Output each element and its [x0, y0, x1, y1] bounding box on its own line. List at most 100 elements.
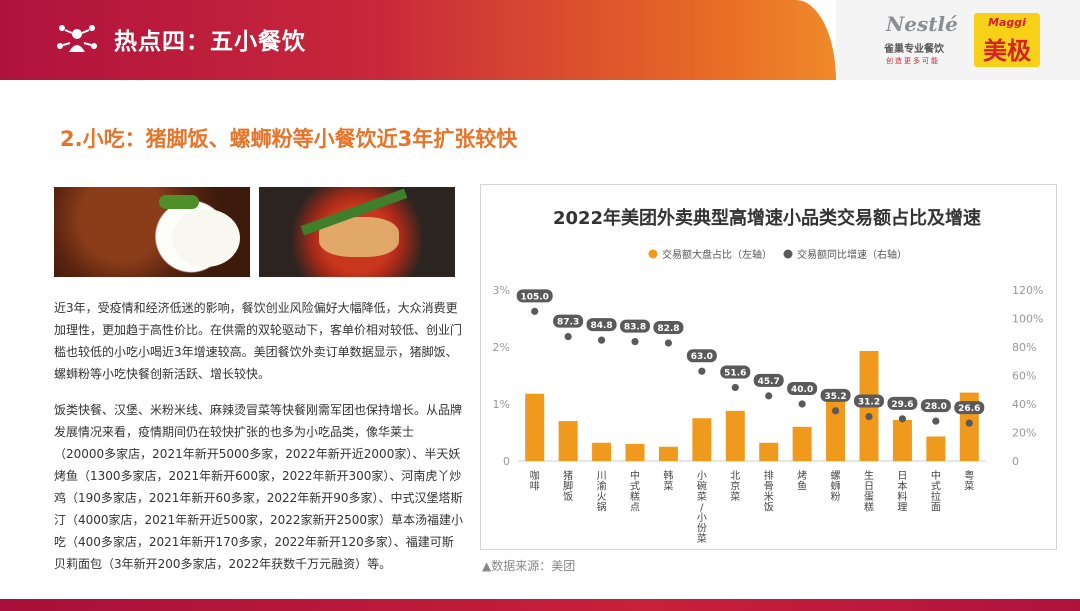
data-label: 31.2: [858, 398, 880, 408]
y-left-tick: 0: [503, 455, 510, 468]
y-right-tick: 60%: [1012, 370, 1036, 383]
x-tick-label: 排骨米饭: [764, 469, 774, 514]
y-right-tick: 80%: [1012, 341, 1036, 354]
maggi-logo-cn: 美极: [983, 37, 1031, 65]
y-right-tick: 0: [1012, 455, 1019, 468]
data-point: [531, 307, 539, 315]
footer-bar: [0, 599, 1080, 611]
data-point: [831, 407, 840, 415]
data-label-bg: [686, 349, 717, 363]
maggi-logo: Maggi 美极: [974, 13, 1040, 67]
bar: [926, 436, 946, 461]
data-point: [731, 383, 739, 392]
data-point: [664, 339, 673, 347]
data-label: 35.2: [824, 392, 846, 402]
nestle-logo-slogan: 创造更多可能: [886, 57, 940, 65]
legend-swatch-dot: [783, 249, 793, 259]
data-point: [631, 337, 639, 346]
bar: [826, 401, 846, 461]
data-label-bg: [787, 382, 818, 395]
y-right-tick: 120%: [1012, 284, 1043, 297]
y-right-tick: 100%: [1012, 313, 1043, 326]
page-title: 热点四：五小餐饮: [114, 29, 306, 55]
data-label-bg: [854, 394, 884, 408]
data-label: 40.0: [791, 385, 813, 395]
data-source: ▲数据来源：美团: [482, 559, 576, 573]
bar: [759, 442, 779, 461]
data-label-bg: [753, 373, 784, 387]
x-tick-label: 螺蛳粉: [831, 470, 841, 503]
bar: [892, 419, 912, 461]
y-left-tick: 1%: [493, 398, 510, 411]
maggi-logo-en: Maggi: [988, 16, 1026, 29]
section-subtitle: 2.小吃：猪脚饭、螺蛳粉等小餐饮近3年扩张较快: [60, 127, 518, 151]
body-paragraph-1: 近3年，受疫情和经济低迷的影响，餐饮创业风险偏好大幅降低，大众消费更加理性，更加…: [54, 301, 463, 381]
data-label: 87.3: [557, 318, 579, 328]
legend-label-dot: 交易额同比增速（右轴）: [797, 248, 907, 261]
x-tick-label: 咖啡: [530, 470, 540, 493]
data-label-bg: [920, 399, 951, 413]
data-point: [798, 400, 806, 408]
data-label-bg: [516, 289, 553, 303]
x-tick-label: 生日蛋糕: [864, 469, 874, 514]
data-label-bg: [553, 314, 584, 328]
snail-noodle-photo: [259, 187, 455, 277]
data-point: [965, 419, 973, 427]
body-paragraph-2: 饭类快餐、汉堡、米粉米线、麻辣烫冒菜等快餐刚需军团也保持增长。从品牌发展情况来看…: [54, 403, 464, 571]
network-people-icon: [57, 25, 97, 52]
x-tick-label: 日本料理: [897, 471, 907, 514]
chart-title: 2022年美团外卖典型高增速小品类交易额占比及增速: [553, 207, 981, 229]
data-label-bg: [720, 365, 751, 379]
y-right-tick: 40%: [1012, 398, 1036, 411]
x-tick-label: 中式拉面: [931, 469, 941, 514]
legend-label-bar: 交易额大盘占比（左轴）: [662, 248, 772, 261]
data-label-bg: [820, 388, 851, 402]
data-label: 51.6: [724, 368, 746, 378]
nestle-logo: Nestlé 雀巢专业餐饮 创造更多可能: [872, 12, 962, 70]
data-label: 83.8: [624, 323, 646, 333]
nestle-logo-name: Nestlé: [886, 12, 958, 36]
data-label-bg: [586, 318, 617, 332]
bar: [692, 418, 712, 461]
data-point: [765, 392, 773, 400]
data-label: 84.8: [590, 321, 612, 331]
data-label: 26.6: [958, 404, 980, 414]
data-label: 45.7: [758, 377, 780, 387]
y-left-tick: 2%: [493, 341, 510, 354]
data-label-bg: [653, 321, 684, 335]
data-point: [932, 417, 940, 425]
pork-rice-photo: [54, 187, 250, 277]
header: 热点四：五小餐饮 Nestlé 雀巢专业餐饮 创造更多可能 Maggi 美极: [0, 0, 1080, 80]
data-label-bg: [887, 396, 918, 410]
legend-swatch-bar: [648, 249, 658, 259]
data-point: [898, 415, 907, 423]
bar: [658, 446, 678, 461]
bar: [792, 426, 812, 461]
bar: [558, 421, 578, 461]
data-point: [597, 336, 606, 344]
data-label-bg: [954, 401, 985, 415]
x-tick-label: 小碗菜/小份菜: [697, 470, 707, 545]
x-tick-label: 粤菜: [964, 469, 974, 493]
bar: [725, 410, 745, 461]
header-banner: [0, 0, 836, 80]
x-tick-label: 烤鱼: [797, 469, 807, 493]
data-point: [564, 332, 572, 341]
bar: [592, 442, 612, 461]
data-label-bg: [620, 319, 650, 333]
x-tick-label: 北京菜: [730, 470, 740, 503]
nestle-logo-cn: 雀巢专业餐饮: [884, 44, 944, 55]
data-label: 28.0: [925, 402, 947, 412]
chart-frame: [480, 184, 1057, 550]
x-tick-label: 韩菜: [663, 469, 673, 493]
y-right-tick: 20%: [1012, 427, 1036, 440]
x-tick-label: 猪脚饭: [563, 470, 573, 503]
x-tick-label: 中式糕点: [630, 469, 640, 514]
data-label: 105.0: [520, 292, 548, 302]
y-left-tick: 3%: [493, 284, 510, 297]
bar: [525, 393, 545, 461]
x-tick-label: 川渝火锅: [597, 471, 607, 514]
data-label: 29.6: [891, 400, 913, 410]
data-label: 82.8: [657, 324, 679, 334]
